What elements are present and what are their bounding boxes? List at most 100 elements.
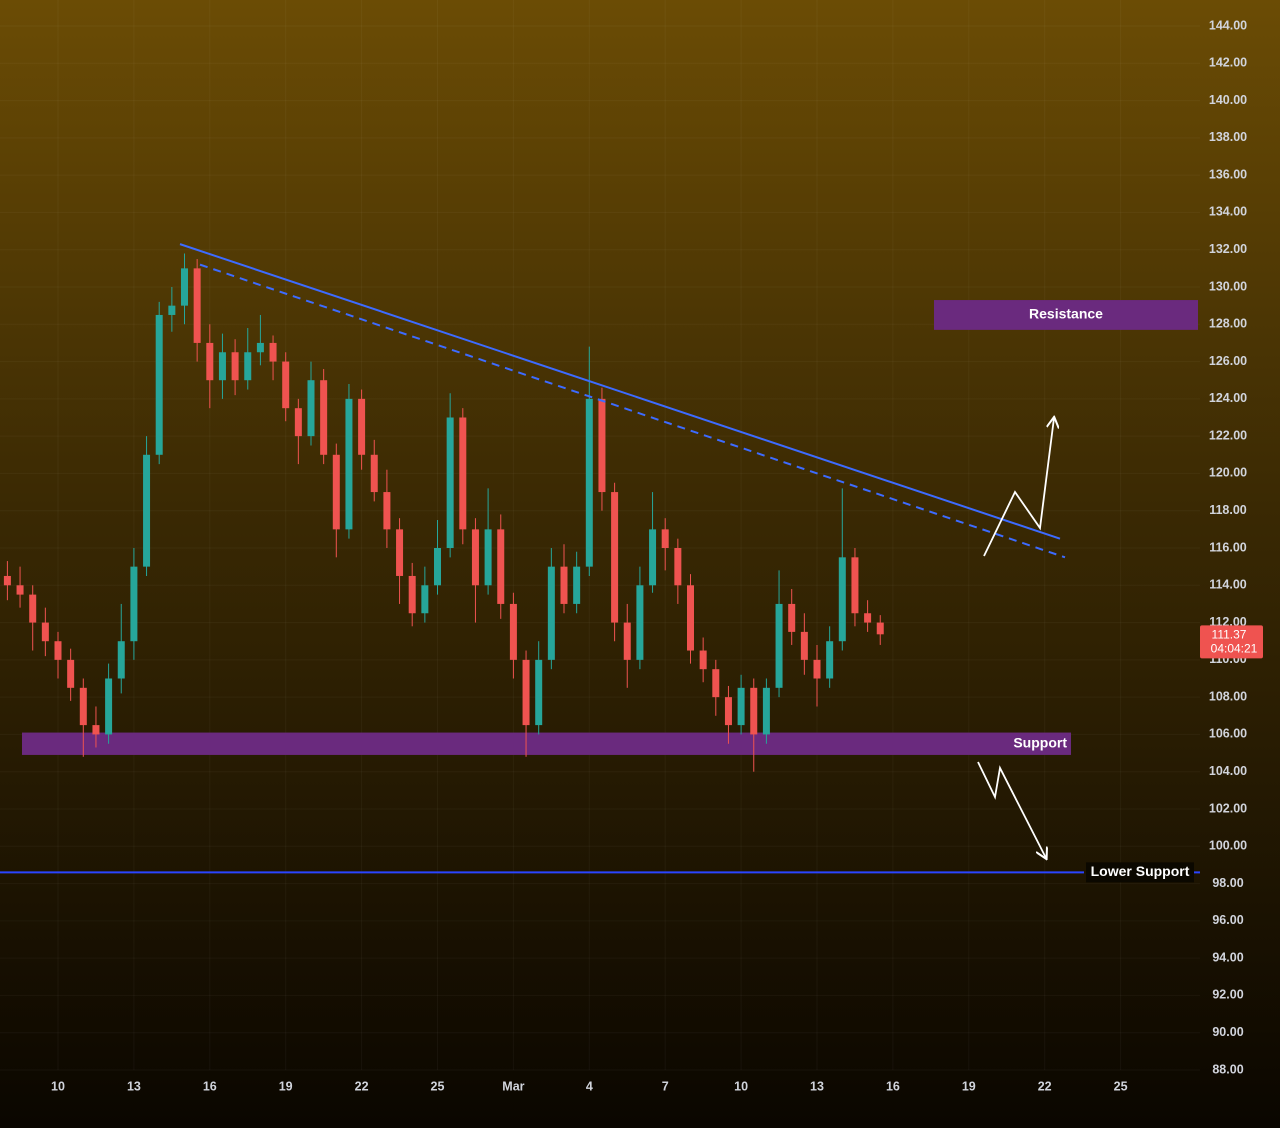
candle-body xyxy=(155,314,163,455)
y-tick-label: 94.00 xyxy=(1212,950,1243,964)
candle-body xyxy=(598,398,606,493)
candle-body xyxy=(320,380,328,455)
candle-body xyxy=(231,352,239,381)
candle-body xyxy=(117,641,125,679)
y-tick-label: 122.00 xyxy=(1209,428,1247,442)
candle-body xyxy=(471,529,479,586)
x-tick-label: 13 xyxy=(810,1079,824,1093)
x-tick-label: 25 xyxy=(1114,1079,1128,1093)
candle-body xyxy=(775,603,783,688)
candle-body xyxy=(762,687,770,735)
candle-body xyxy=(535,659,543,726)
y-tick-label: 138.00 xyxy=(1209,130,1247,144)
candle-body xyxy=(737,687,745,726)
x-tick-label: 16 xyxy=(203,1079,217,1093)
y-tick-label: 98.00 xyxy=(1212,876,1243,890)
x-tick-label: 16 xyxy=(886,1079,900,1093)
candles xyxy=(3,253,884,772)
x-tick-label: 25 xyxy=(431,1079,445,1093)
last-price: 111.37 xyxy=(1212,627,1247,641)
x-tick-label: 22 xyxy=(355,1079,369,1093)
candle-body xyxy=(345,398,353,530)
candle-body xyxy=(282,361,290,409)
bullish-arrow xyxy=(983,418,1054,557)
candle-body xyxy=(661,529,669,548)
candle-body xyxy=(269,342,277,362)
y-tick-label: 108.00 xyxy=(1209,689,1247,703)
candle-body xyxy=(307,380,315,437)
candle-body xyxy=(218,352,226,381)
price-tag xyxy=(1200,625,1263,659)
y-tick-label: 142.00 xyxy=(1209,56,1247,70)
y-tick-label: 136.00 xyxy=(1209,167,1247,181)
candle-body xyxy=(370,454,378,493)
candle-body xyxy=(649,529,657,586)
zone-label: Resistance xyxy=(1029,306,1103,322)
candle-body xyxy=(408,575,416,614)
candle-body xyxy=(181,268,188,306)
x-tick-label: Mar xyxy=(502,1079,524,1093)
candle-body xyxy=(636,585,644,660)
y-tick-label: 90.00 xyxy=(1212,1025,1243,1039)
candle-body xyxy=(712,669,720,698)
candle-body xyxy=(79,687,87,726)
candle-body xyxy=(130,566,138,642)
candle-body xyxy=(421,585,429,614)
bearish-arrow xyxy=(977,761,1046,858)
y-tick-label: 132.00 xyxy=(1209,242,1247,256)
y-tick-label: 128.00 xyxy=(1209,317,1247,331)
y-tick-label: 102.00 xyxy=(1209,801,1247,815)
candle-body xyxy=(206,342,214,381)
price-axis: 88.00 90.00 92.00 94.00 96.00 98.00 100.00 102.… xyxy=(51,18,1263,1093)
y-tick-label: 96.00 xyxy=(1212,913,1243,927)
candle-body xyxy=(446,417,454,548)
candle-body xyxy=(244,352,252,381)
y-tick-label: 92.00 xyxy=(1212,988,1243,1002)
candle-body xyxy=(434,548,441,586)
candle-body xyxy=(788,603,796,632)
candle-body xyxy=(699,650,707,670)
y-tick-label: 130.00 xyxy=(1209,279,1247,293)
candle-body xyxy=(522,659,530,726)
candle-body xyxy=(838,557,846,642)
y-tick-label: 100.00 xyxy=(1209,839,1247,853)
x-tick-label: 10 xyxy=(51,1079,65,1093)
zone xyxy=(934,300,1198,330)
y-tick-label: 124.00 xyxy=(1209,391,1247,405)
candle-body xyxy=(484,529,492,586)
candle-body xyxy=(826,641,834,679)
y-tick-label: 144.00 xyxy=(1209,18,1247,32)
x-tick-label: 10 xyxy=(734,1079,748,1093)
candle-body xyxy=(509,603,517,660)
candle-body xyxy=(54,641,62,660)
candle-body xyxy=(876,622,884,635)
level-label-bg xyxy=(1086,862,1194,883)
candle-body xyxy=(585,398,593,567)
candle-body xyxy=(92,725,100,735)
candle-body xyxy=(623,622,631,660)
candle-body xyxy=(750,687,758,735)
candle-body xyxy=(3,575,11,586)
candle-body xyxy=(29,594,37,623)
candle-body xyxy=(497,529,505,604)
y-tick-label: 120.00 xyxy=(1209,466,1247,480)
trendline xyxy=(199,263,1066,559)
candle-body xyxy=(611,492,619,623)
countdown: 04:04:21 xyxy=(1211,641,1258,655)
candle-body xyxy=(813,659,821,679)
candle-body xyxy=(332,454,340,530)
candle-body xyxy=(168,305,176,315)
candle-body xyxy=(16,585,24,595)
candle-body xyxy=(547,566,555,660)
y-tick-label: 134.00 xyxy=(1209,205,1247,219)
x-tick-label: 13 xyxy=(127,1079,141,1093)
x-tick-label: 19 xyxy=(279,1079,293,1093)
candle-body xyxy=(396,529,404,576)
zone xyxy=(22,732,1071,755)
grid xyxy=(0,0,1200,1071)
x-tick-label: 4 xyxy=(586,1079,593,1093)
candle-body xyxy=(800,631,808,660)
